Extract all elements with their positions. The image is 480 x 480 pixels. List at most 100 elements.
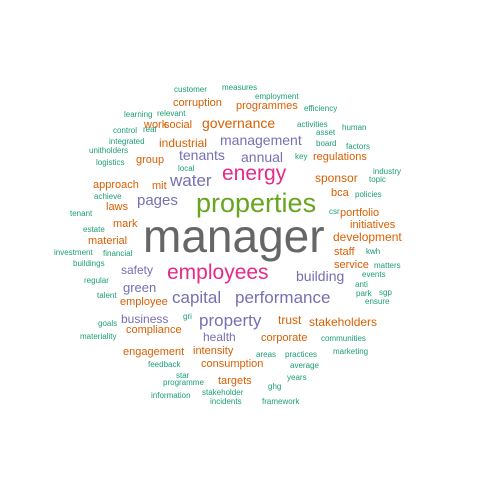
word-energy: energy <box>222 162 287 185</box>
word-asset: asset <box>316 128 336 137</box>
word-star: star <box>176 371 190 380</box>
word-framework: framework <box>262 397 300 406</box>
word-sgp: sgp <box>379 288 392 297</box>
word-manager: manager <box>143 210 325 262</box>
word-portfolio: portfolio <box>340 207 380 219</box>
word-initiatives: initiatives <box>350 219 396 231</box>
word-communities: communities <box>321 334 366 343</box>
word-targets: targets <box>218 375 252 387</box>
word-corruption: corruption <box>173 97 222 109</box>
word-service: service <box>334 259 369 271</box>
word-stakeholder: stakeholder <box>202 388 244 397</box>
word-key: key <box>295 152 308 161</box>
word-capital: capital <box>172 288 222 307</box>
word-materiality: materiality <box>80 332 117 341</box>
word-kwh: kwh <box>366 247 381 256</box>
word-topic: topic <box>369 175 386 184</box>
word-sponsor: sponsor <box>315 171 358 185</box>
word-unitholders: unitholders <box>89 146 129 155</box>
word-industry: industry <box>373 167 402 176</box>
word-local: local <box>178 164 195 173</box>
word-customer: customer <box>174 85 207 94</box>
word-water: water <box>170 171 212 190</box>
word-laws: laws <box>106 201 129 213</box>
word-efficiency: efficiency <box>304 104 338 113</box>
word-green: green <box>123 280 157 295</box>
word-governance: governance <box>202 115 276 131</box>
word-engagement: engagement <box>123 346 185 358</box>
word-properties: properties <box>196 188 317 218</box>
word-regulations: regulations <box>313 151 367 163</box>
word-policies: policies <box>355 190 382 199</box>
word-learning: learning <box>124 110 153 119</box>
word-csr: csr <box>329 207 340 216</box>
word-matters: matters <box>374 261 401 270</box>
word-pages: pages <box>137 192 178 209</box>
word-control: control <box>113 126 138 135</box>
word-areas: areas <box>256 350 277 359</box>
word-material: material <box>88 235 128 247</box>
word-development: development <box>333 230 402 244</box>
word-performance: performance <box>235 288 331 307</box>
word-social: social <box>164 119 193 131</box>
word-information: information <box>151 391 191 400</box>
word-employment: employment <box>255 92 299 101</box>
word-intensity: intensity <box>193 345 234 357</box>
word-mark: mark <box>113 218 138 230</box>
word-safety: safety <box>121 263 154 277</box>
word-programme: programme <box>163 378 204 387</box>
word-talent: talent <box>97 291 117 300</box>
word-human: human <box>342 123 367 132</box>
word-industrial: industrial <box>159 136 208 150</box>
word-business: business <box>121 312 169 326</box>
word-park: park <box>356 289 372 298</box>
word-investment: investment <box>54 248 93 257</box>
word-staff: staff <box>334 246 355 258</box>
word-approach: approach <box>93 179 139 191</box>
word-programmes: programmes <box>236 100 298 112</box>
word-bca: bca <box>331 187 349 199</box>
word-regular: regular <box>84 276 109 285</box>
word-annual: annual <box>241 149 284 165</box>
word-incidents: incidents <box>210 397 242 406</box>
word-mit: mit <box>152 180 167 192</box>
word-property: property <box>199 311 262 330</box>
word-achieve: achieve <box>94 192 122 201</box>
word-average: average <box>290 361 319 370</box>
word-measures: measures <box>222 83 258 92</box>
word-tenants: tenants <box>179 147 225 163</box>
word-stakeholders: stakeholders <box>309 315 378 329</box>
word-buildings: buildings <box>73 259 105 268</box>
word-employees: employees <box>167 261 269 284</box>
word-goals: goals <box>98 319 118 328</box>
word-group: group <box>136 154 165 166</box>
word-logistics: logistics <box>96 158 125 167</box>
word-management: management <box>220 132 302 148</box>
word-consumption: consumption <box>201 358 264 370</box>
word-marketing: marketing <box>333 347 369 356</box>
word-trust: trust <box>278 313 302 327</box>
word-activities: activities <box>297 120 328 129</box>
word-gri: gri <box>183 312 192 321</box>
word-building: building <box>296 268 345 284</box>
word-ghg: ghg <box>268 382 282 391</box>
word-estate: estate <box>83 225 105 234</box>
word-work: work <box>144 119 168 131</box>
word-years: years <box>287 373 307 382</box>
word-corporate: corporate <box>261 332 308 344</box>
word-ensure: ensure <box>365 297 390 306</box>
word-feedback: feedback <box>148 360 181 369</box>
word-compliance: compliance <box>126 324 182 336</box>
word-health: health <box>203 330 236 344</box>
word-employee: employee <box>120 296 168 308</box>
word-anti: anti <box>355 280 368 289</box>
word-financial: financial <box>103 249 133 258</box>
word-events: events <box>362 270 386 279</box>
word-factors: factors <box>346 142 371 151</box>
word-relevant: relevant <box>157 109 186 118</box>
word-tenant: tenant <box>70 209 93 218</box>
word-integrated: integrated <box>109 137 145 146</box>
word-board: board <box>316 139 337 148</box>
word-real: real <box>143 125 157 134</box>
